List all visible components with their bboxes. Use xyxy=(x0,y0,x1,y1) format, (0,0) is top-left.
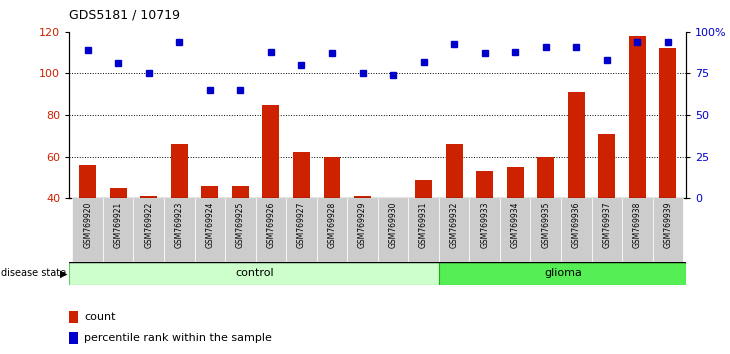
Text: percentile rank within the sample: percentile rank within the sample xyxy=(84,333,272,343)
Text: glioma: glioma xyxy=(544,268,582,279)
Text: GSM769924: GSM769924 xyxy=(205,201,215,248)
Bar xyxy=(195,198,225,262)
Bar xyxy=(103,198,134,262)
Text: GSM769925: GSM769925 xyxy=(236,201,245,248)
Text: GSM769923: GSM769923 xyxy=(174,201,184,248)
Bar xyxy=(69,262,439,285)
Bar xyxy=(225,198,256,262)
Bar xyxy=(255,198,286,262)
Bar xyxy=(469,198,500,262)
Bar xyxy=(659,48,676,198)
Bar xyxy=(317,198,347,262)
Text: GSM769936: GSM769936 xyxy=(572,201,581,248)
Bar xyxy=(622,198,653,262)
Bar xyxy=(507,167,523,198)
Text: GSM769921: GSM769921 xyxy=(114,201,123,248)
Bar xyxy=(531,198,561,262)
Bar xyxy=(439,262,686,285)
Text: GSM769934: GSM769934 xyxy=(511,201,520,248)
Bar xyxy=(201,186,218,198)
Bar xyxy=(263,105,280,198)
Bar xyxy=(561,198,591,262)
Text: GSM769938: GSM769938 xyxy=(633,201,642,248)
Text: GDS5181 / 10719: GDS5181 / 10719 xyxy=(69,9,180,22)
Bar xyxy=(69,312,79,323)
Bar xyxy=(347,198,377,262)
Text: GSM769920: GSM769920 xyxy=(83,201,92,248)
Bar xyxy=(354,196,371,198)
Text: GSM769929: GSM769929 xyxy=(358,201,367,248)
Bar xyxy=(415,179,432,198)
Text: GSM769937: GSM769937 xyxy=(602,201,611,248)
Text: GSM769930: GSM769930 xyxy=(388,201,398,248)
Text: GSM769939: GSM769939 xyxy=(664,201,672,248)
Bar xyxy=(80,165,96,198)
Bar xyxy=(591,198,622,262)
Bar xyxy=(377,198,408,262)
Bar xyxy=(476,171,493,198)
Text: disease state: disease state xyxy=(1,268,66,278)
Bar xyxy=(293,153,310,198)
Text: GSM769932: GSM769932 xyxy=(450,201,458,248)
Bar xyxy=(500,198,531,262)
Bar xyxy=(408,198,439,262)
Bar xyxy=(286,198,317,262)
Text: GSM769928: GSM769928 xyxy=(328,201,337,248)
Text: GSM769933: GSM769933 xyxy=(480,201,489,248)
Bar xyxy=(537,156,554,198)
Text: ▶: ▶ xyxy=(60,268,67,278)
Bar xyxy=(72,198,103,262)
Bar xyxy=(171,144,188,198)
Bar xyxy=(568,92,585,198)
Bar xyxy=(599,134,615,198)
Text: GSM769935: GSM769935 xyxy=(541,201,550,248)
Text: GSM769926: GSM769926 xyxy=(266,201,275,248)
Bar xyxy=(629,36,646,198)
Bar xyxy=(164,198,195,262)
Text: GSM769922: GSM769922 xyxy=(145,201,153,248)
Text: control: control xyxy=(235,268,274,279)
Bar xyxy=(232,186,249,198)
Text: GSM769931: GSM769931 xyxy=(419,201,428,248)
Bar xyxy=(110,188,126,198)
Bar xyxy=(323,156,340,198)
Bar xyxy=(653,198,683,262)
Bar xyxy=(140,196,157,198)
Bar xyxy=(439,198,469,262)
Bar xyxy=(446,144,463,198)
Bar xyxy=(134,198,164,262)
Bar xyxy=(69,332,79,343)
Text: GSM769927: GSM769927 xyxy=(297,201,306,248)
Text: count: count xyxy=(84,312,115,322)
